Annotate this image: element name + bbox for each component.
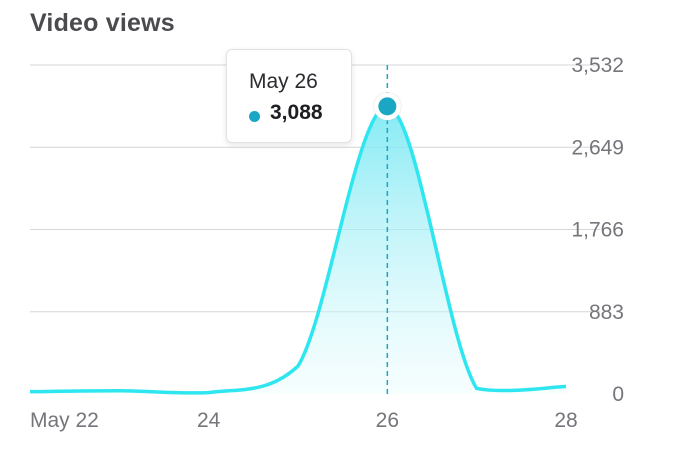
y-tick-label: 0 [612, 383, 624, 406]
x-tick-label: 28 [554, 409, 577, 432]
y-tick-label: 1,766 [571, 219, 624, 242]
series-line [29, 104, 567, 395]
series-area [30, 106, 566, 394]
y-tick-label: 2,649 [571, 136, 624, 159]
x-axis-labels: May 22 24 26 28 [30, 409, 578, 432]
x-tick-label: 24 [197, 409, 221, 432]
tooltip-date: May 26 [249, 70, 318, 93]
data-point[interactable] [378, 97, 397, 116]
x-tick-label: 26 [376, 409, 399, 432]
highlight-point[interactable] [372, 91, 402, 121]
tooltip-value: 3,088 [270, 101, 323, 124]
y-axis-labels: 0 883 1,766 2,649 3,532 [571, 54, 624, 406]
y-tick-label: 3,532 [571, 54, 624, 77]
tooltip: May 26 3,088 [226, 49, 352, 143]
y-tick-label: 883 [589, 301, 624, 324]
chart-title: Video views [30, 9, 175, 37]
x-tick-label: May 22 [30, 409, 99, 432]
series-dot-icon [249, 111, 260, 122]
